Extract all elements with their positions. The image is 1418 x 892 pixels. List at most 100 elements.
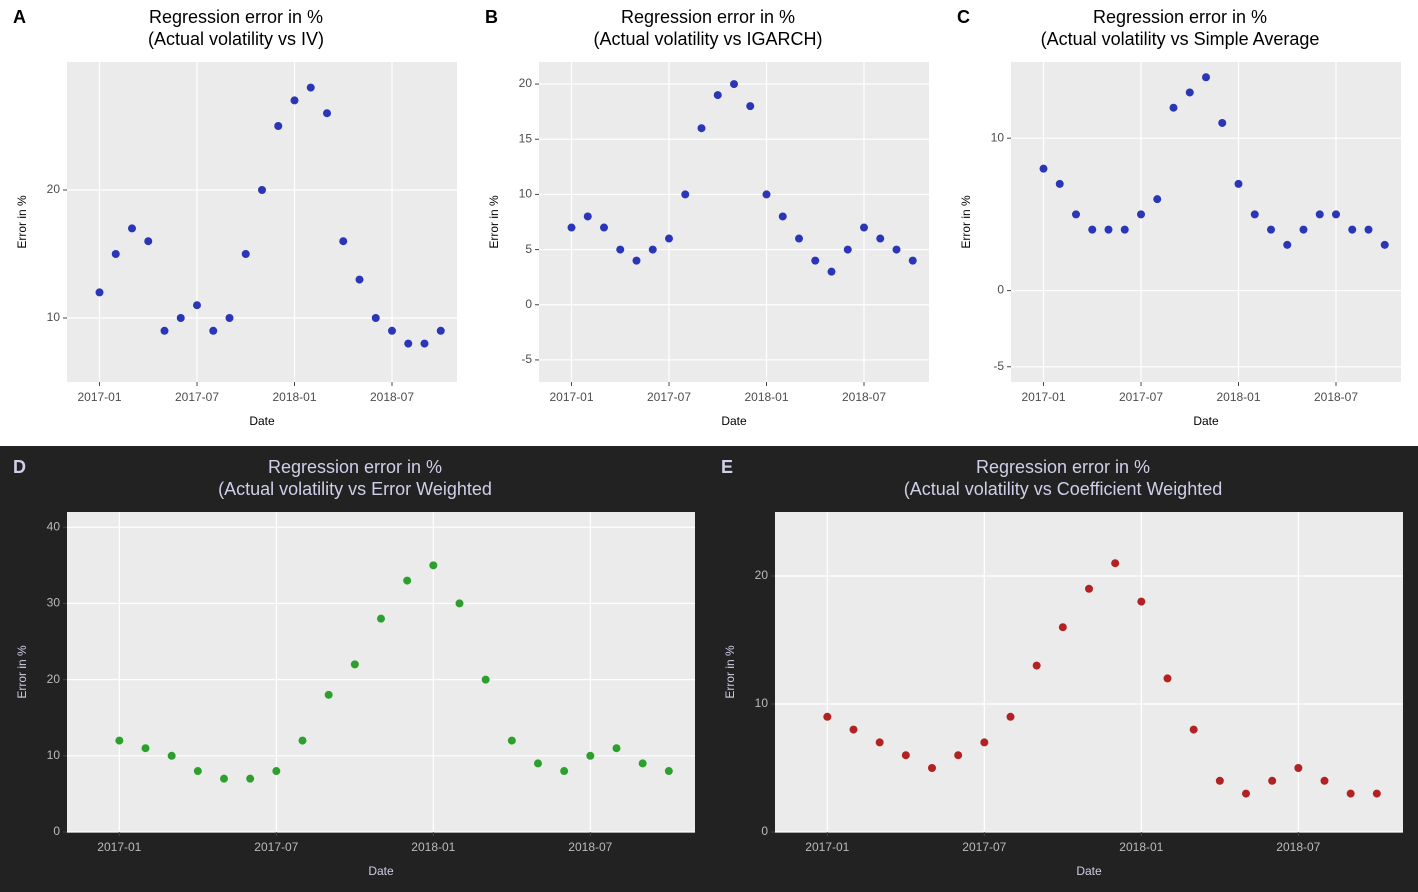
x-tick-label: 2018-01 <box>1119 840 1163 854</box>
point <box>429 561 437 569</box>
point <box>404 340 412 348</box>
point <box>356 276 364 284</box>
plot-area <box>67 512 695 832</box>
point <box>980 738 988 746</box>
point <box>1294 764 1302 772</box>
point <box>437 327 445 335</box>
point <box>372 314 380 322</box>
point <box>112 250 120 258</box>
panel-letter: E <box>721 457 733 477</box>
point <box>560 767 568 775</box>
point <box>194 767 202 775</box>
point <box>823 713 831 721</box>
point <box>616 246 624 254</box>
point <box>421 340 429 348</box>
point <box>1316 210 1324 218</box>
y-tick-label: 40 <box>47 519 61 533</box>
point <box>115 737 123 745</box>
point <box>1381 241 1389 249</box>
point <box>1268 777 1276 785</box>
y-tick-label: 10 <box>47 748 61 762</box>
point <box>876 738 884 746</box>
point <box>339 237 347 245</box>
point <box>698 124 706 132</box>
point <box>714 91 722 99</box>
point <box>242 250 250 258</box>
y-tick-label: 10 <box>755 696 769 710</box>
point <box>325 691 333 699</box>
point <box>850 726 858 734</box>
point <box>1348 226 1356 234</box>
y-tick-label: 20 <box>519 76 533 90</box>
point <box>1007 713 1015 721</box>
panel-letter: B <box>485 7 498 27</box>
x-tick-label: 2018-07 <box>1314 390 1358 404</box>
x-tick-label: 2017-07 <box>1119 390 1163 404</box>
page: {"chart_data": [ {"type": "scatter", "la… <box>0 0 1418 892</box>
point <box>893 246 901 254</box>
panel: A Regression error in %(Actual volatility… <box>13 7 457 428</box>
y-tick-label: 10 <box>519 187 533 201</box>
point <box>177 314 185 322</box>
y-tick-label: 10 <box>47 310 61 324</box>
x-tick-label: 2018-01 <box>1216 390 1260 404</box>
y-tick-label: 20 <box>47 672 61 686</box>
point <box>909 257 917 265</box>
point <box>763 190 771 198</box>
y-axis-label: Error in % <box>487 195 501 249</box>
point <box>1170 104 1178 112</box>
panel-letter: D <box>13 457 26 477</box>
point <box>1137 598 1145 606</box>
panel-subtitle: (Actual volatility vs IV) <box>148 29 324 49</box>
point <box>168 752 176 760</box>
panel-subtitle: (Actual volatility vs IGARCH) <box>593 29 822 49</box>
x-tick-label: 2018-01 <box>272 390 316 404</box>
point <box>1216 777 1224 785</box>
x-tick-label: 2017-01 <box>97 840 141 854</box>
point <box>584 212 592 220</box>
y-tick-label: 0 <box>53 824 60 838</box>
point <box>128 224 136 232</box>
panel-title: Regression error in % <box>268 457 442 477</box>
point <box>681 190 689 198</box>
point <box>220 775 228 783</box>
point <box>1242 790 1250 798</box>
point <box>1085 585 1093 593</box>
point <box>142 744 150 752</box>
x-tick-label: 2018-07 <box>370 390 414 404</box>
y-axis-label: Error in % <box>723 645 737 699</box>
point <box>258 186 266 194</box>
point <box>811 257 819 265</box>
point <box>586 752 594 760</box>
point <box>456 599 464 607</box>
point <box>613 744 621 752</box>
point <box>161 327 169 335</box>
point <box>928 764 936 772</box>
point <box>193 301 201 309</box>
panel-letter: A <box>13 7 26 27</box>
y-tick-label: 15 <box>519 131 533 145</box>
y-axis-label: Error in % <box>15 195 29 249</box>
point <box>633 257 641 265</box>
point <box>1153 195 1161 203</box>
point <box>1088 226 1096 234</box>
point <box>1283 241 1291 249</box>
point <box>1040 165 1048 173</box>
point <box>1190 726 1198 734</box>
x-tick-label: 2017-07 <box>254 840 298 854</box>
y-tick-label: 10 <box>991 130 1005 144</box>
panel-subtitle: (Actual volatility vs Coefficient Weight… <box>904 479 1222 499</box>
point <box>860 224 868 232</box>
x-axis-label: Date <box>1193 414 1219 428</box>
point <box>1137 210 1145 218</box>
plot-area <box>539 62 929 382</box>
point <box>508 737 516 745</box>
y-tick-label: 30 <box>47 596 61 610</box>
point <box>1365 226 1373 234</box>
point <box>226 314 234 322</box>
x-axis-label: Date <box>1076 864 1102 878</box>
panel-title: Regression error in % <box>149 7 323 27</box>
point <box>272 767 280 775</box>
panel-letter: C <box>957 7 970 27</box>
